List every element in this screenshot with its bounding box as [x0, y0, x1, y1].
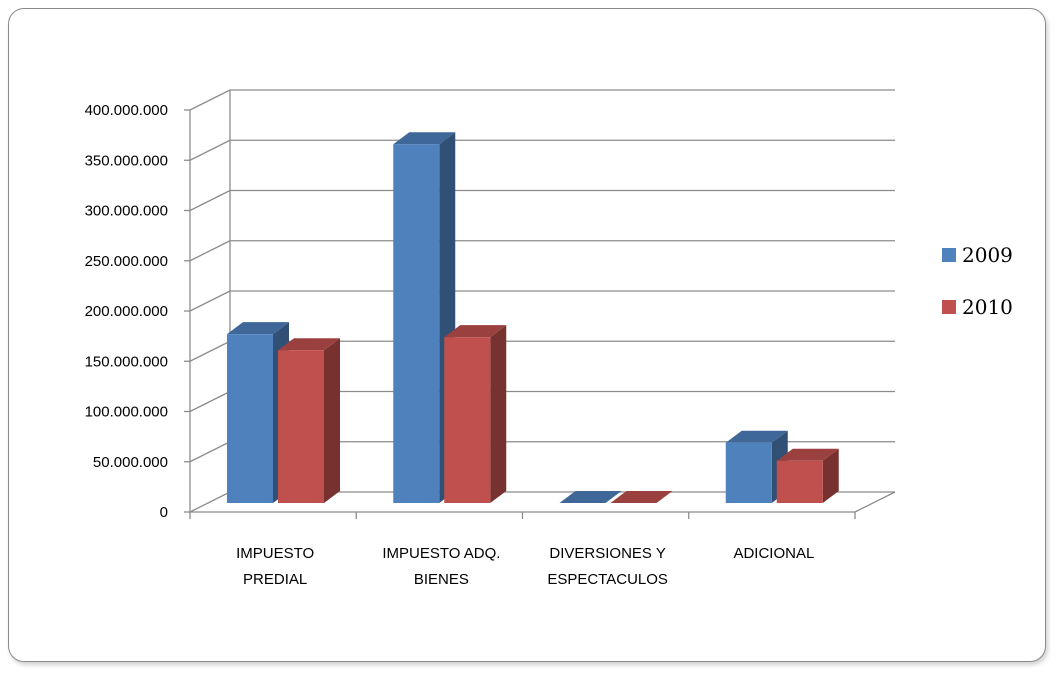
gridline-side — [189, 340, 231, 362]
gridline-side — [189, 240, 231, 262]
y-tick-label: 250.000.000 — [85, 253, 168, 270]
y-tick-label: 100.000.000 — [85, 404, 168, 421]
y-tick-label: 200.000.000 — [85, 303, 168, 320]
bar — [393, 144, 440, 503]
x-tick-label: PREDIAL — [243, 571, 307, 588]
bar-side — [490, 325, 507, 503]
bar — [776, 460, 823, 503]
legend-swatch — [942, 248, 956, 262]
y-tick-label: 300.000.000 — [85, 203, 168, 220]
bar — [227, 334, 273, 503]
legend-swatch — [942, 300, 956, 314]
gridline-side — [189, 139, 231, 161]
x-tick-label: BIENES — [414, 571, 469, 588]
y-tick-label: 350.000.000 — [85, 152, 168, 169]
bar-top — [393, 132, 456, 145]
bar-side — [324, 338, 340, 503]
y-tick-label: 150.000.000 — [85, 353, 168, 370]
x-tick-label: ADICIONAL — [733, 545, 814, 562]
gridline-side — [189, 89, 231, 111]
x-tick-label: DIVERSIONES Y — [549, 545, 665, 562]
floor-edge — [854, 491, 896, 513]
bar-top — [227, 322, 289, 335]
bar-side — [822, 448, 839, 503]
bar-top — [725, 430, 788, 443]
bar — [725, 442, 772, 503]
gridline-side — [189, 290, 231, 312]
bar — [278, 350, 324, 503]
legend-label: 2010 — [962, 295, 1013, 319]
gridline-side — [189, 441, 231, 463]
bar-top — [559, 491, 622, 503]
bar-top — [444, 325, 507, 338]
x-tick-label: IMPUESTO — [236, 545, 314, 562]
bar — [444, 337, 491, 503]
y-tick-label: 0 — [160, 504, 168, 521]
bar-top — [278, 338, 340, 351]
legend-label: 2009 — [962, 243, 1013, 267]
gridline-side — [189, 491, 231, 513]
bar-top — [610, 491, 673, 503]
gridline-side — [189, 189, 231, 212]
y-tick-label: 400.000.000 — [85, 102, 168, 119]
x-tick-label: IMPUESTO ADQ. — [382, 545, 500, 562]
x-tick-label: ESPECTACULOS — [547, 571, 668, 588]
chart-frame — [8, 8, 1046, 662]
bar-top — [776, 448, 839, 461]
gridline-side — [189, 390, 231, 413]
y-tick-label: 50.000.000 — [93, 454, 168, 471]
